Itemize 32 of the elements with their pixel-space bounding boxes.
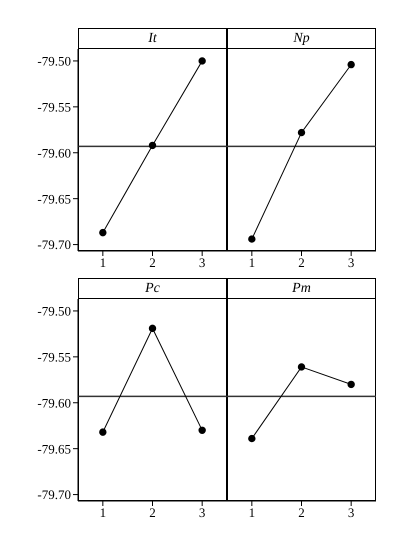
chart-title: Pc	[78, 278, 227, 299]
x-tick-label: 1	[248, 255, 256, 270]
y-tick-label: -79.65	[37, 191, 71, 206]
point	[148, 324, 156, 332]
y-tick-label: -79.70	[37, 487, 71, 502]
y-tick-label: -79.60	[37, 395, 71, 410]
y-tick-label: -79.65	[37, 441, 71, 456]
x-tick-label: 1	[100, 255, 106, 270]
x-tick-label: 3	[198, 505, 206, 520]
x-tick-label: 3	[198, 255, 206, 270]
y-tick-label: -79.50	[37, 54, 71, 69]
point	[99, 228, 107, 236]
y-tick-label: -79.70	[37, 237, 71, 252]
point	[198, 57, 206, 65]
x-tick-label: 1	[248, 505, 256, 520]
x-tick-label: 1	[100, 505, 106, 520]
x-tick-label: 3	[348, 505, 354, 520]
point	[198, 426, 206, 434]
x-tick-label: 2	[149, 255, 156, 270]
chart-title: Np	[227, 28, 376, 49]
y-tick-label: -79.55	[37, 99, 71, 114]
x-tick-label: 3	[348, 255, 354, 270]
x-tick-label: 2	[298, 505, 305, 520]
y-tick-label: -79.55	[37, 349, 71, 364]
x-tick-label: 2	[149, 505, 156, 520]
chart-title: Pm	[227, 278, 376, 299]
y-tick-label: -79.60	[37, 145, 71, 160]
x-tick-label: 2	[298, 255, 305, 270]
chart-title: It	[78, 28, 227, 49]
point	[148, 142, 156, 150]
y-tick-label: -79.50	[37, 304, 71, 319]
point	[99, 428, 107, 436]
